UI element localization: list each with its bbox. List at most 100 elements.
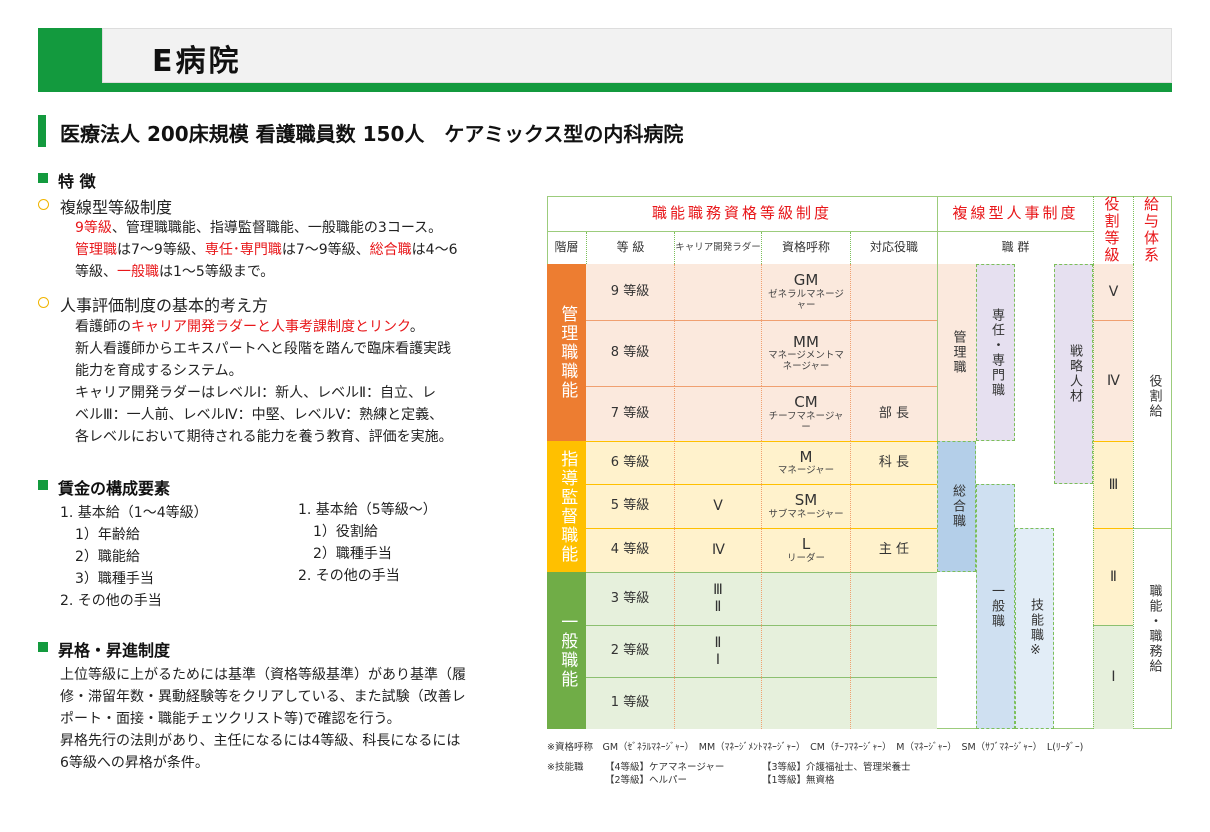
column-header-grade-text: 等 級 [616, 240, 645, 255]
circle-bullet-icon [38, 199, 49, 210]
column-header-grade: 等 級 [586, 232, 674, 264]
text: ベルⅢ：一人前、レベルⅣ：中堅、レベルⅤ：熟練と定義、 [75, 407, 444, 423]
text: 修・滞留年数・異動経験等をクリアしている、また試験（改善レ [60, 689, 466, 705]
text: キャリア開発ラダーはレベルⅠ：新人、レベルⅡ：自立、レ [75, 385, 437, 401]
text: 各レベルにおいて期待される能力を養う教育、評価を実施。 [75, 429, 453, 445]
title-cell: L リーダー [761, 528, 850, 572]
job-group-strategic-text: 戦略人材 [1066, 344, 1082, 404]
text: は4～6 [411, 242, 458, 258]
title-cell [761, 677, 850, 729]
title-cell-text: L [801, 535, 811, 554]
role-grade-cell-text: Ⅴ [1108, 283, 1119, 300]
role-grade-cell-text: Ⅱ [1110, 568, 1117, 585]
header-bar [102, 28, 1172, 83]
wages-right-list: 1. 基本給（5等級～） 1）役割給 2）職種手当 2. その他の手当 [298, 499, 437, 587]
job-group-general-text: 一般職 [988, 584, 1004, 629]
grade-cell-text: 4 等級 [610, 542, 650, 558]
column-header-position-text: 対応役職 [869, 240, 918, 255]
text: 。 [409, 319, 424, 335]
title-cell: CM チーフマネージャー [761, 386, 850, 441]
text: 看護師の [75, 319, 131, 335]
list-item: 2. その他の手当 [60, 593, 162, 609]
text-red: キャリア開発ラダーと人事考課制度とリンク [131, 319, 410, 335]
position-cell [850, 677, 937, 729]
title-cell-text: GM [793, 271, 819, 290]
column-header-position: 対応役職 [850, 232, 937, 264]
role-grade-cell: Ⅰ [1093, 625, 1133, 729]
ladder-level: Ⅴ [713, 498, 723, 515]
job-group-management-text: 管理職 [950, 330, 966, 375]
text: 6等級への昇格が条件。 [60, 755, 209, 771]
column-header-title: 資格呼称 [761, 232, 850, 264]
grade-cell-text: 6 等級 [610, 454, 650, 470]
text: 能力を育成するシステム。 [75, 363, 243, 379]
title-cell: SM サブマネージャー [761, 484, 850, 528]
list-item: 2）職種手当 [313, 546, 392, 562]
header-pay: 給与体系 [1133, 195, 1172, 264]
text: は7～9等級、 [281, 242, 370, 258]
footnote-titles: ※資格呼称 GM（ｾﾞﾈﾗﾙﾏﾈｰｼﾞｬｰ） MM（ﾏﾈｰｼﾞﾒﾝﾄﾏﾈｰｼﾞｬ… [547, 742, 1084, 753]
position-cell [850, 320, 937, 386]
job-group-general-track: 総合職 [937, 441, 976, 572]
footnote-item: 【3等級】介護福祉士、管理栄養士 [762, 762, 911, 773]
text: ポート・面接・職能チェツクリスト等)で確認を行う。 [60, 711, 401, 727]
grade-cell: 4 等級 [586, 528, 674, 572]
ladder-cell [674, 320, 761, 386]
list-item: 2. その他の手当 [298, 568, 400, 584]
text-red: 専任･専門職 [204, 242, 282, 258]
feature-title: 複線型等級制度 [60, 198, 173, 217]
title-cell [761, 572, 850, 625]
column-header-ladder: キャリア開発ラダー [674, 232, 761, 264]
pay-role: 役割給 [1133, 264, 1172, 528]
job-group-strategic: 戦略人材 [1054, 264, 1093, 484]
feature-title: 人事評価制度の基本的考え方 [60, 296, 269, 315]
tier-general-text: 一般職能 [557, 612, 578, 689]
footnote-item: 【4等級】ケアマネージャー [605, 762, 725, 773]
feature-body: 9等級、管理職職能、指導監督職能、一般職能の3コース。 管理職は7～9等級、専任… [75, 217, 525, 283]
grade-cell-text: 2 等級 [610, 643, 650, 659]
title-cell: M マネージャー [761, 441, 850, 484]
subtitle-accent [38, 115, 46, 147]
tier-management: 管理職職能 [547, 264, 586, 441]
column-header-title-text: 資格呼称 [781, 240, 830, 255]
page-subtitle: 医療法人 200床規模 看護職員数 150人 ケアミックス型の内科病院 [60, 122, 684, 146]
grade-cell-text: 3 等級 [610, 590, 650, 606]
tier-supervisor-text: 指導監督職能 [557, 449, 578, 564]
square-bullet-icon [38, 480, 48, 490]
text: 昇格先行の法則があり、主任になるには4等級、科長になるには [60, 733, 461, 749]
page-title: E病院 [152, 44, 242, 79]
position-cell [850, 484, 937, 528]
grade-system-table: 職能職務資格等級制度 複線型人事制度 役割等級 給与体系 階層 等 級 キャリア開発ラダー 資… [547, 195, 1172, 729]
header-band [38, 83, 1172, 92]
pay-skill-duty-text: 職能・職務給 [1146, 584, 1162, 674]
role-grade-cell: Ⅴ [1093, 264, 1133, 320]
ladder-cell [674, 441, 761, 484]
header-grade-system: 職能職務資格等級制度 [547, 196, 937, 232]
grade-cell-text: 9 等級 [610, 283, 650, 299]
tier-management-text: 管理職職能 [557, 305, 578, 400]
promotion-body: 上位等級に上がるためには基準（資格等級基準）があり基準（履 修・滞留年数・異動経… [60, 664, 530, 774]
text-red: 一般職 [117, 264, 159, 280]
title-cell-text: CM [794, 393, 818, 412]
ladder-cell: Ⅳ [674, 528, 761, 572]
position-cell [850, 625, 937, 677]
title-name: マネージャー [777, 465, 835, 477]
column-header-tier: 階層 [547, 232, 586, 264]
tier-general: 一般職能 [547, 572, 586, 729]
header-grade-system-text: 職能職務資格等級制度 [651, 203, 832, 222]
ladder-cell: Ⅱ Ⅰ [674, 625, 761, 677]
grade-cell-text: 1 等級 [610, 695, 650, 711]
grade-cell: 1 等級 [586, 677, 674, 729]
text: は7～9等級、 [117, 242, 205, 258]
column-header-job-group: 職 群 [937, 232, 1093, 264]
header-accent [38, 28, 102, 92]
text: 新人看護師からエキスパートへと段階を踏んで臨床看護実践 [75, 341, 452, 357]
column-header-ladder-text: キャリア開発ラダー [675, 241, 761, 253]
pay-skill-duty: 職能・職務給 [1133, 528, 1172, 729]
title-cell: MM マネージメントマネージャー [761, 320, 850, 386]
pay-role-text: 役割給 [1146, 373, 1162, 419]
promotion-heading: 昇格・昇進制度 [58, 641, 171, 660]
job-group-skilled-text: 技能職※ [1027, 597, 1043, 660]
title-name: チーフマネージャー [768, 410, 844, 433]
title-cell-text: MM [793, 332, 819, 351]
